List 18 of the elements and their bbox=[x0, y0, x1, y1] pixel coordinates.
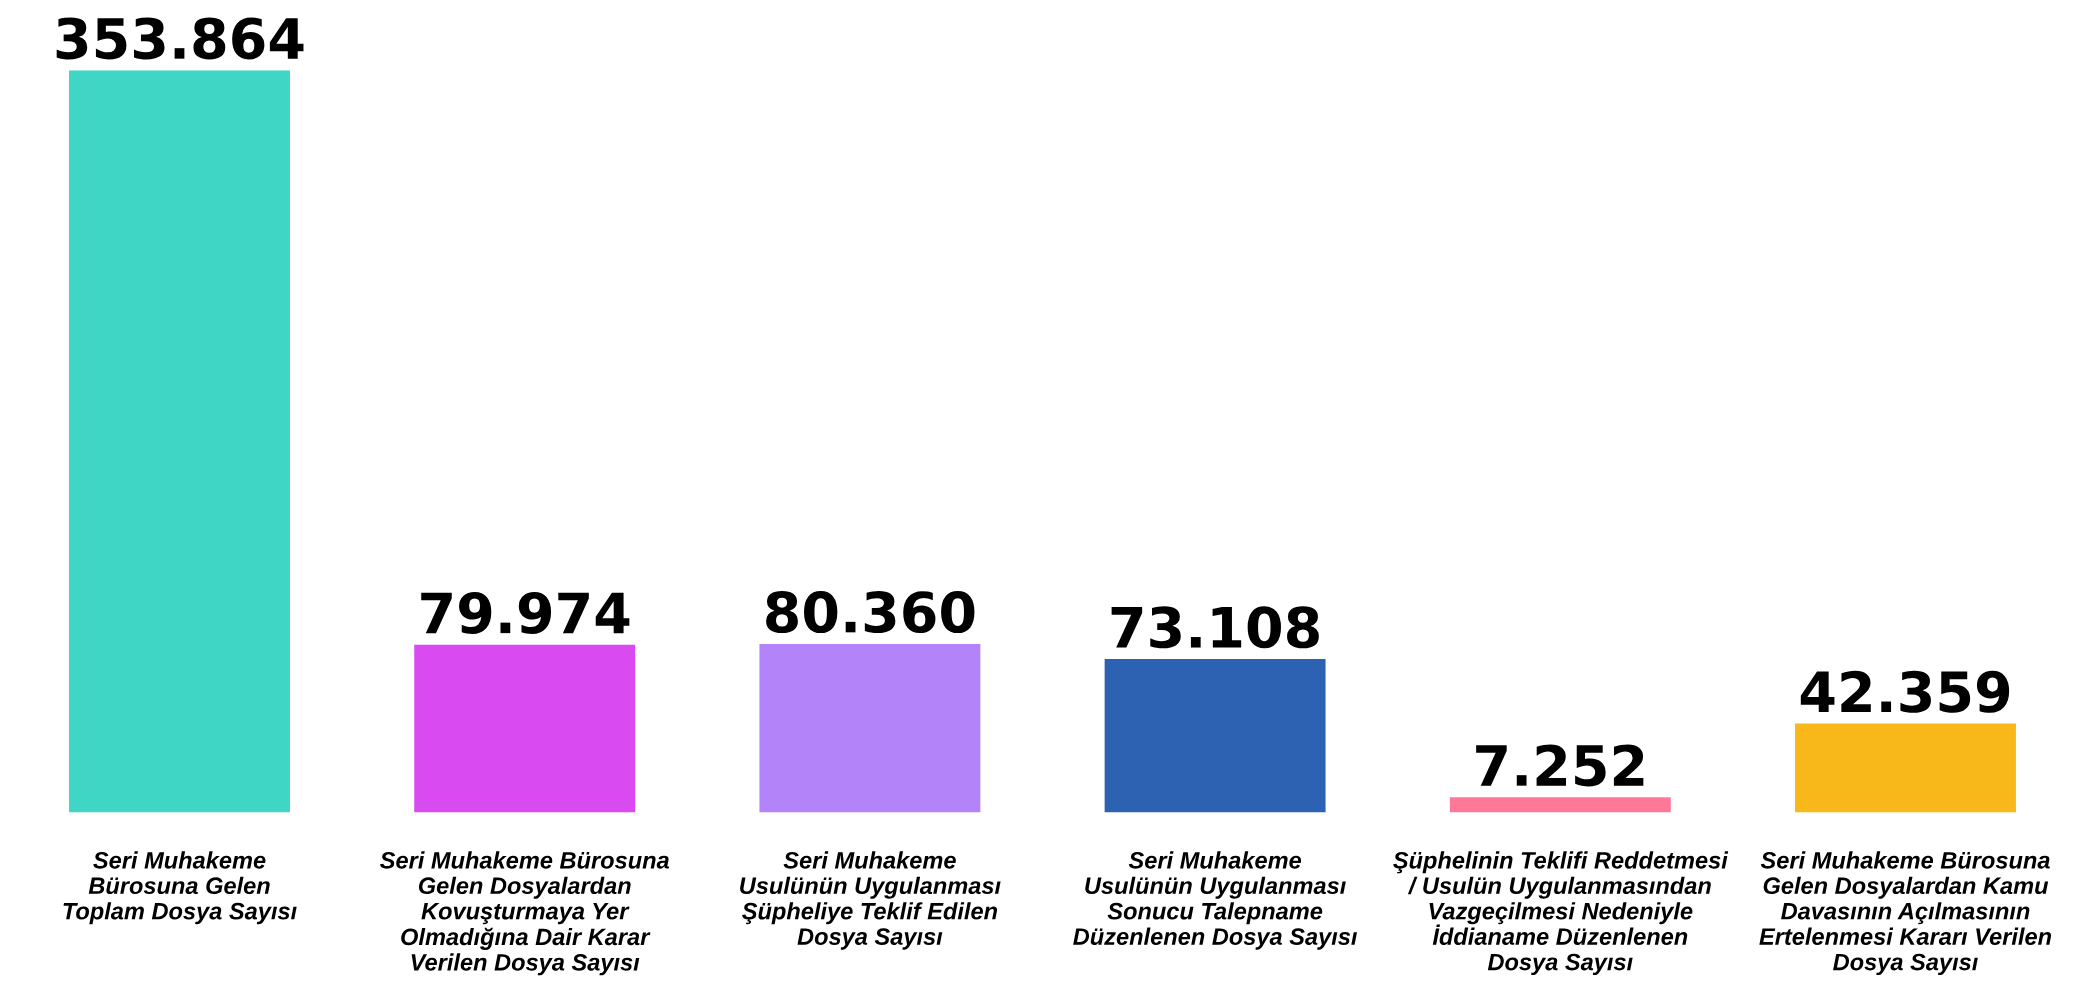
data-label: 79.974 bbox=[421, 591, 630, 634]
x-tick-label: Seri Muhakeme Bürosuna Gelen Dosyalardan Kamu Davasının Açılmasının Ertelenmesi Kararı Verilen Dosya Sayısı bbox=[1759, 851, 2052, 976]
data-label: 353.864 bbox=[56, 17, 304, 60]
bar bbox=[1449, 797, 1671, 813]
bar bbox=[1795, 723, 2016, 813]
bar bbox=[69, 70, 290, 813]
x-tick-label: Seri Muhakeme Usulünün Uygulanması Sonucu Talepname Düzenlenen Dosya Sayısı bbox=[1073, 851, 1357, 950]
data-label: 80.360 bbox=[766, 591, 975, 634]
x-tick-label: Seri Muhakeme Bürosuna Gelen Dosyalardan Kovuşturmaya Yer Olmadığına Dair Karar Verilen Dosya Sayısı bbox=[380, 851, 670, 976]
x-tick-label: Şüphelinin Teklifi Reddetmesi / Usulün Uygulanmasından Vazgeçilmesi Nedeniyle İddianame Düzenlenen Dosya Sayısı bbox=[1393, 851, 1729, 976]
data-label: 7.252 bbox=[1476, 744, 1644, 787]
bar bbox=[414, 644, 636, 813]
x-tick-label: Seri Muhakeme Usulünün Uygulanması Şüpheliye Teklif Edilen Dosya Sayısı bbox=[740, 851, 1001, 950]
bar bbox=[1104, 659, 1326, 813]
bar bbox=[759, 643, 981, 813]
x-tick-label: Seri Muhakeme Bürosuna Gelen Toplam Dosya Sayısı bbox=[63, 851, 297, 925]
data-label: 42.359 bbox=[1800, 670, 2010, 713]
data-label: 73.108 bbox=[1111, 606, 1319, 649]
